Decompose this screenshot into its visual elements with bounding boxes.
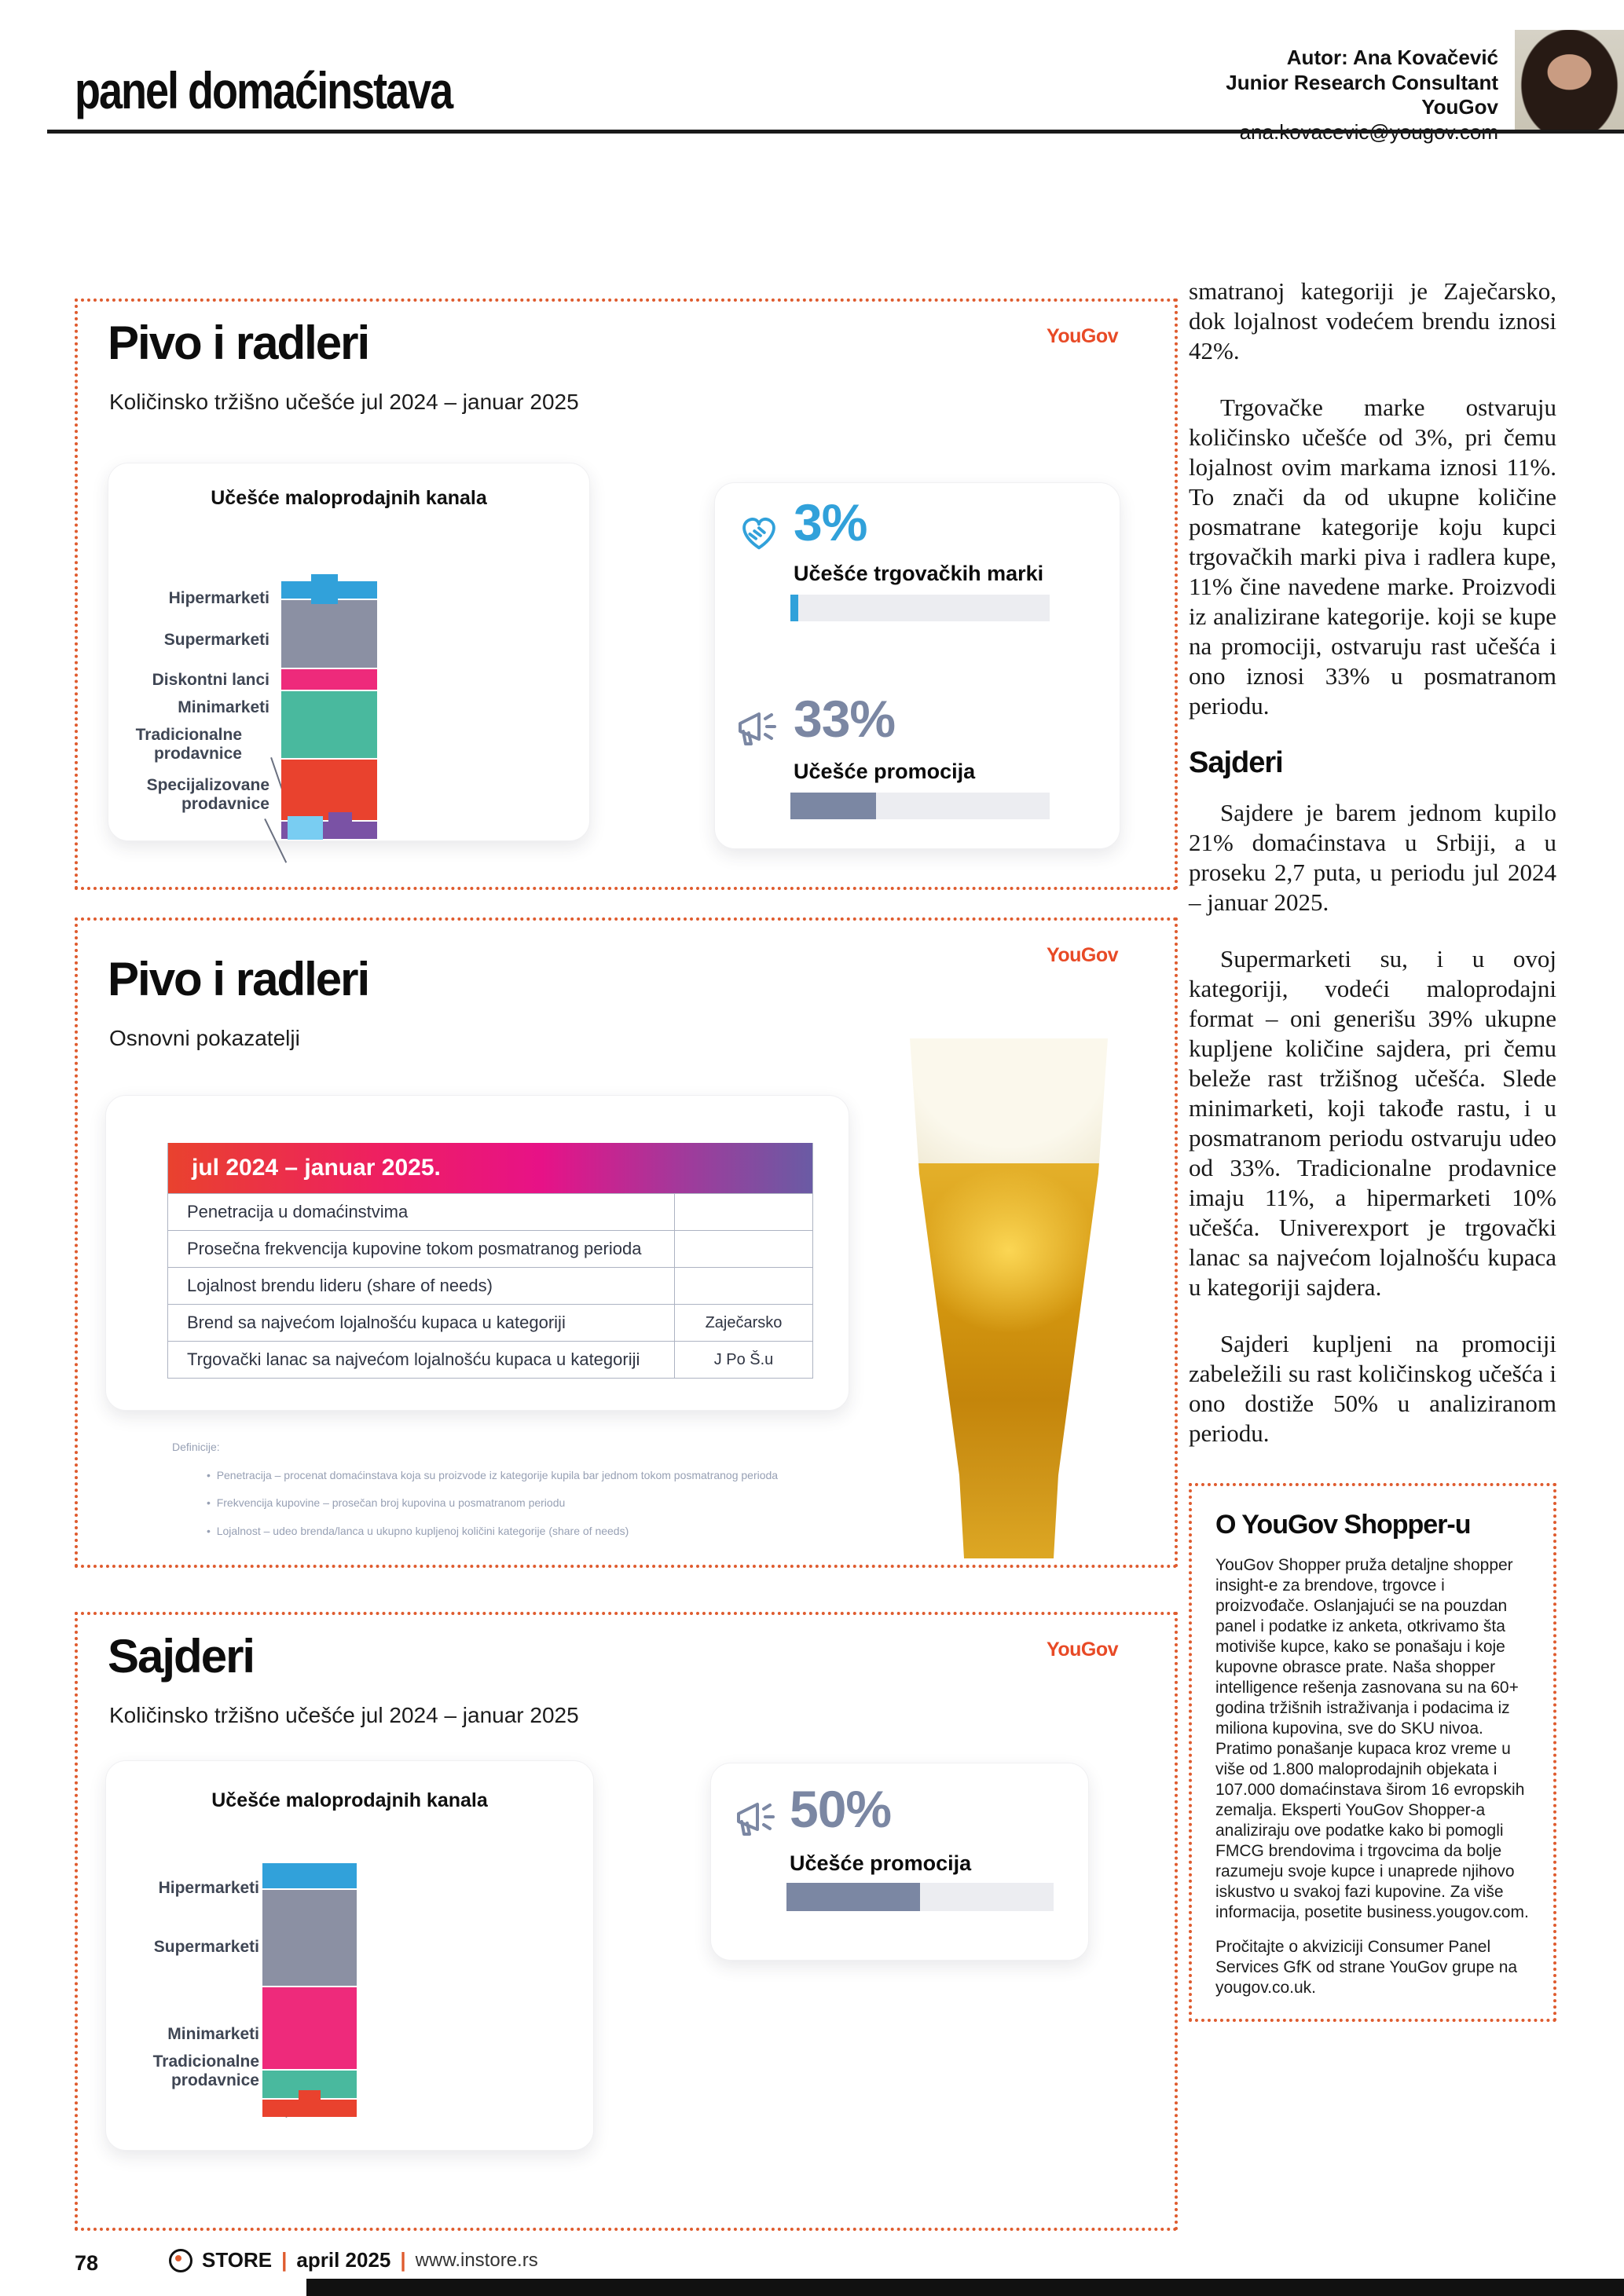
footer-brand: STORE bbox=[202, 2248, 273, 2272]
article-paragraph: Sajderi kupljeni na promociji zabeležili… bbox=[1189, 1330, 1556, 1447]
segment-minimarketi bbox=[281, 690, 377, 760]
footer-line: STORE | april 2025 | www.instore.rs bbox=[169, 2248, 538, 2272]
stat-promo-cider-value: 50% bbox=[790, 1780, 892, 1838]
footer-black-bar bbox=[306, 2279, 1624, 2296]
segment-supermarketi bbox=[262, 1889, 357, 1988]
label-minimarketi: Minimarketi bbox=[178, 698, 269, 716]
infobox-title: O YouGov Shopper-u bbox=[1215, 1510, 1472, 1540]
label-diskontni-lanci: Diskontni lanci bbox=[152, 671, 269, 689]
footnote-item: • Frekvencija kupovine – prosečan broj k… bbox=[207, 1496, 566, 1510]
indicators-card: jul 2024 – januar 2025. Penetracija u do… bbox=[105, 1095, 849, 1411]
progress-promo-cider bbox=[786, 1883, 1054, 1911]
header-rule bbox=[47, 130, 1624, 134]
author-photo bbox=[1515, 30, 1624, 130]
stat-private-label-value: 3% bbox=[794, 493, 867, 551]
box1-title: Pivo i radleri bbox=[108, 317, 370, 369]
dashboard-box-sajderi: Sajderi Količinsko tržišno učešće jul 20… bbox=[75, 1612, 1178, 2231]
stat-promo-cider-label: Učešće promocija bbox=[790, 1851, 972, 1875]
author-title: Junior Research Consultant bbox=[1226, 70, 1498, 94]
stat-promo-beer-value: 33% bbox=[794, 690, 896, 748]
label-minimarketi: Minimarketi bbox=[167, 2025, 259, 2043]
label-tradicionalne-prodavnice: Tradicionalne prodavnice bbox=[152, 2052, 259, 2090]
dashboard-box-pivo-pokazatelji: Pivo i radleri Osnovni pokazatelji YouGo… bbox=[75, 917, 1178, 1568]
article-paragraph: Sajdere je barem jednom kupilo 21% domać… bbox=[1189, 799, 1556, 916]
segment-tradicionalne bbox=[281, 760, 377, 822]
channel-share-card-cider: Učešće maloprodajnih kanala Hipermarketi… bbox=[105, 1760, 594, 2151]
heart-handshake-icon bbox=[735, 508, 783, 557]
label-specijalizovane-prodavnice: Specijalizovane prodavnice bbox=[146, 776, 269, 814]
box1-subtitle: Količinsko tržišno učešće jul 2024 – jan… bbox=[109, 390, 579, 414]
segment-minimarketi bbox=[262, 1987, 357, 2071]
megaphone-icon bbox=[732, 705, 783, 752]
segment-diskontni bbox=[281, 669, 377, 691]
author-name: Autor: Ana Kovačević bbox=[1286, 46, 1498, 69]
label-supermarketi: Supermarketi bbox=[163, 631, 269, 649]
stacked-bar-cider-channels bbox=[262, 1863, 357, 2117]
section-kicker: panel domaćinstava bbox=[75, 62, 453, 120]
yougov-logo: YouGov bbox=[1047, 1639, 1118, 1661]
stat-promo-beer-label: Učešće promocija bbox=[794, 760, 976, 783]
table-row: Prosečna frekvencija kupovine tokom posm… bbox=[168, 1230, 812, 1267]
label-tradicionalne-prodavnice: Tradicionalne prodavnice bbox=[135, 726, 242, 764]
stat-private-label-label: Učešće trgovačkih marki bbox=[794, 562, 1044, 585]
channel-share-card-beer: Učešće maloprodajnih kanala Hipermarketi… bbox=[108, 463, 590, 863]
box3-title: Sajderi bbox=[108, 1630, 255, 1683]
yougov-logo: YouGov bbox=[1047, 944, 1118, 966]
footnote-item: • Penetracija – procenat domaćinstava ko… bbox=[207, 1468, 779, 1481]
segment-hipermarketi bbox=[262, 1863, 357, 1890]
progress-promo-beer bbox=[790, 793, 1050, 819]
table-period-header: jul 2024 – januar 2025. bbox=[168, 1143, 812, 1193]
instore-logo-icon bbox=[169, 2248, 192, 2272]
progress-fill bbox=[790, 595, 798, 621]
label-hipermarketi: Hipermarketi bbox=[158, 1879, 259, 1897]
table-row: Lojalnost brendu lideru (share of needs) bbox=[168, 1267, 812, 1304]
author-block: Autor: Ana Kovačević Junior Research Con… bbox=[948, 46, 1498, 145]
footnotes: Definicije: • Penetracija – procenat dom… bbox=[172, 1439, 879, 1540]
footer-issue: april 2025 bbox=[296, 2248, 391, 2272]
article-paragraph: Supermarketi su, i u ovoj kategoriji, vo… bbox=[1189, 945, 1556, 1301]
segment-supermarketi bbox=[281, 600, 377, 670]
segment-tab-purple bbox=[328, 812, 352, 834]
box2-title: Pivo i radleri bbox=[108, 953, 370, 1005]
progress-fill bbox=[790, 793, 876, 819]
indicators-table: jul 2024 – januar 2025. Penetracija u do… bbox=[167, 1143, 813, 1379]
label-hipermarketi: Hipermarketi bbox=[168, 589, 269, 607]
table-row: Trgovački lanac sa najvećom lojalnošću k… bbox=[168, 1341, 812, 1378]
footnote-item: • Lojalnost – udeo brenda/lanca u ukupno… bbox=[207, 1525, 629, 1538]
chart-title: Učešće maloprodajnih kanala bbox=[211, 1789, 488, 1811]
yougov-shopper-infobox: O YouGov Shopper-u YouGov Shopper pruža … bbox=[1189, 1483, 1556, 2022]
infobox-paragraph: Pročitajte o akviziciji Consumer Panel S… bbox=[1215, 1938, 1518, 1997]
article-paragraph: smatranoj kategoriji je Zaječarsko, dok … bbox=[1189, 277, 1556, 364]
table-row: Penetracija u domaćinstvima bbox=[168, 1193, 812, 1230]
author-company: YouGov bbox=[1421, 95, 1498, 119]
progress-private-label bbox=[790, 595, 1050, 621]
progress-fill bbox=[786, 1883, 920, 1911]
beer-glass-image bbox=[910, 1038, 1108, 1558]
infobox-paragraph: YouGov Shopper pruža detaljne shopper in… bbox=[1215, 1556, 1529, 1921]
stacked-bar-beer-channels bbox=[281, 574, 377, 840]
footer-site[interactable]: www.instore.rs bbox=[415, 2249, 538, 2271]
kpi-card-cider: 50% Učešće promocija bbox=[710, 1763, 1089, 1961]
yougov-logo: YouGov bbox=[1047, 325, 1118, 347]
article-paragraph: Trgovačke marke ostvaruju količinsko uče… bbox=[1189, 394, 1556, 720]
dashboard-box-pivo-trzisno-ucesce: Pivo i radleri Količinsko tržišno učešće… bbox=[75, 298, 1178, 890]
label-supermarketi: Supermarketi bbox=[153, 1938, 259, 1956]
page-number: 78 bbox=[75, 2251, 99, 2275]
kpi-card-beer: 3% Učešće trgovačkih marki 33% Učešće pr… bbox=[714, 482, 1120, 849]
table-row: Brend sa najvećom lojalnošću kupaca u ka… bbox=[168, 1304, 812, 1341]
box3-subtitle: Količinsko tržišno učešće jul 2024 – jan… bbox=[109, 1703, 579, 1727]
segment-tab-blue bbox=[311, 574, 338, 604]
footnotes-heading: Definicije: bbox=[172, 1441, 220, 1453]
article-column: smatranoj kategoriji je Zaječarsko, dok … bbox=[1189, 276, 1556, 2022]
megaphone-icon bbox=[731, 1795, 781, 1842]
article-subheading: Sajderi bbox=[1189, 746, 1284, 779]
chart-title: Učešće maloprodajnih kanala bbox=[211, 487, 487, 509]
segment-tab-red bbox=[299, 2090, 321, 2114]
segment-highlight-lightblue bbox=[288, 816, 323, 840]
box2-subtitle: Osnovni pokazatelji bbox=[109, 1026, 300, 1050]
